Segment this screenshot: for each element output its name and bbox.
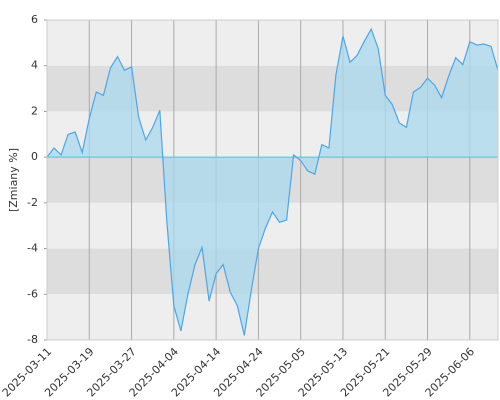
line [46, 27, 499, 336]
y-tick-label: 2 [31, 104, 38, 117]
y-tick-label: -8 [27, 333, 38, 346]
y-tick-label: -2 [27, 196, 38, 209]
y-axis-label: [Zmiany %] [7, 148, 20, 212]
y-tick-label: 0 [31, 150, 38, 163]
grid-band [47, 294, 498, 340]
grid-band [47, 20, 498, 66]
y-tick-label: -4 [27, 242, 38, 255]
y-tick-label: 4 [31, 59, 38, 72]
area [47, 29, 498, 336]
y-tick-label: -6 [27, 287, 38, 300]
y-tick-label: 6 [31, 13, 38, 26]
grid-band [47, 248, 498, 295]
plot-border [46, 19, 499, 341]
